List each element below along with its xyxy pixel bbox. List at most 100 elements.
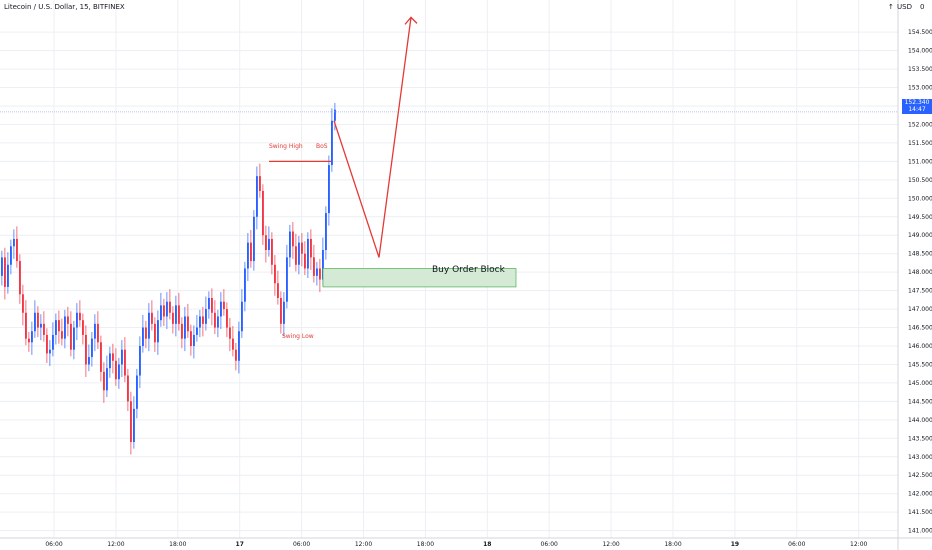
candle-body [166,301,168,317]
price-tick-label: 151.000 [908,158,932,165]
candle-body [145,327,147,339]
price-tick-label: 143.500 [908,435,932,442]
candle-body [133,408,135,442]
candle-body [268,238,270,250]
candle-body [235,349,237,361]
candle-body [307,238,309,269]
candle-body [334,109,336,121]
candle-body [151,312,153,324]
candle-body [202,316,204,324]
candle-body [88,357,90,365]
last-price-tag: 152.340 14:47 [902,99,932,114]
candle-body [82,320,84,335]
candle-body [247,242,249,269]
buy-order-block-zone [322,268,517,288]
price-tick-label: 149.000 [908,232,932,239]
price-tick-label: 151.500 [908,140,932,147]
candle-body [253,216,255,262]
candle-body [310,238,312,258]
candle-body [223,301,225,310]
price-tick-label: 153.500 [908,66,932,73]
time-tick-label: 06:00 [541,541,558,548]
bos-label: BoS [316,143,328,150]
price-tick-label: 154.500 [908,29,932,36]
candle-body [28,338,30,343]
price-tick-label: 149.500 [908,214,932,221]
projection-path [333,17,412,258]
time-tick-label: 06:00 [45,541,62,548]
candle-body [229,327,231,339]
candle-body [154,323,156,343]
currency-label[interactable]: USD [897,3,912,11]
time-tick-label: 06:00 [788,541,805,548]
drawings [0,16,898,288]
candle-body [286,257,288,302]
price-tick-label: 152.000 [908,121,932,128]
candle-body [49,349,51,354]
symbol-title[interactable]: Litecoin / U.S. Dollar, 15, BITFINEX [4,3,125,11]
last-price-value: 152.340 [904,99,930,106]
candle-body [232,338,234,350]
candle-body [10,246,12,265]
candle-body [265,235,267,250]
candle-body [292,231,294,247]
scale-arrow-icon[interactable]: ↑ [888,3,894,11]
candle-body [73,327,75,350]
price-tick-label: 141.000 [908,528,932,535]
candle-body [91,338,93,358]
candle-body [274,264,276,284]
candle-body [100,342,102,372]
candle-body [118,364,120,380]
time-tick-label: 18:00 [417,541,434,548]
candle-body [52,334,54,350]
scale-settings-icon[interactable]: 0 [920,3,925,11]
candle-body [238,331,240,361]
time-tick-label: 17 [236,541,244,548]
candle-body [187,316,189,332]
candle-body [13,238,15,247]
candle-body [325,213,327,250]
candle-body [199,316,201,328]
price-tick-label: 150.500 [908,177,932,184]
candle-body [163,305,165,317]
candle-body [277,283,279,298]
candle-body [40,323,42,328]
candle-body [79,312,81,321]
candle-body [190,331,192,346]
price-tick-label: 146.500 [908,325,932,332]
candle-body [139,346,141,376]
projection-arrowhead [404,16,418,25]
time-tick-label: 18 [483,541,491,548]
candle-body [106,368,108,391]
candle-body [244,268,246,302]
time-tick-label: 12:00 [355,541,372,548]
candle-body [121,349,123,365]
candle-body [208,298,210,310]
price-tick-label: 146.000 [908,343,932,350]
candle-body [64,316,66,339]
candle-body [7,264,9,287]
candle-body [22,294,24,313]
candle-body [58,320,60,332]
price-tick-label: 148.500 [908,251,932,258]
candle-body [148,312,150,339]
candle-body [103,371,105,391]
countdown-timer: 14:47 [908,106,926,113]
time-axis[interactable]: 06:00 12:00 18:00 17 06:00 12:00 18:00 18 06:00 1… [0,537,932,548]
candle-body [109,353,111,369]
candle-body [298,242,300,265]
candle-body [37,312,39,328]
candle-body [157,320,159,343]
price-axis[interactable]: 141.000 141.500 142.000 142.500 143.000 143.5… [897,0,932,550]
time-tick-label: 19 [731,541,739,548]
candle-body [280,298,282,324]
candle-body [70,323,72,350]
candle-body [319,268,321,280]
candle-body [295,246,297,265]
time-tick-label: 06:00 [293,541,310,548]
candle-body [34,312,36,332]
candle-body [19,261,21,295]
candle-body [328,165,330,214]
candle-body [175,305,177,324]
